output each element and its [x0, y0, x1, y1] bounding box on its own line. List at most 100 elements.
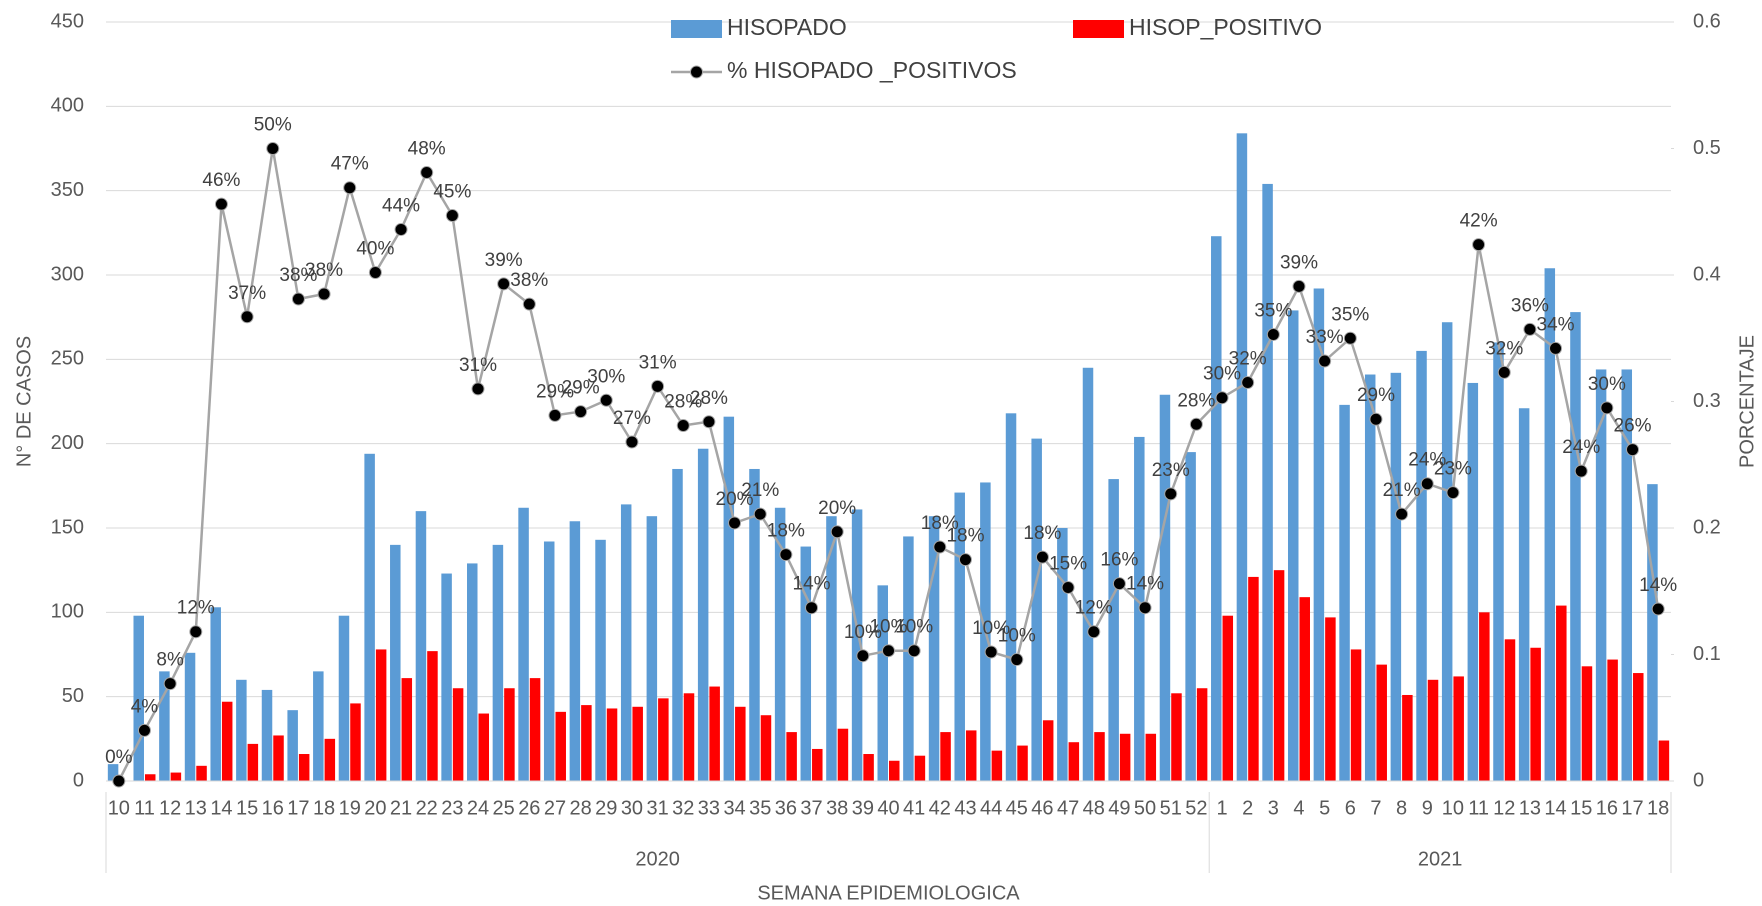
data-label: 14%: [1639, 575, 1677, 596]
data-label: 40%: [356, 238, 394, 259]
marker: [1035, 550, 1049, 564]
x-tick-label: 20: [364, 797, 386, 819]
data-label: 28%: [690, 388, 728, 409]
data-label: 28%: [664, 392, 702, 413]
bar: [159, 671, 170, 781]
x-tick-label: 12: [1493, 797, 1515, 819]
x-tick-label: 51: [1160, 797, 1182, 819]
marker: [1215, 391, 1229, 405]
bar: [1031, 438, 1042, 781]
bar: [247, 743, 259, 781]
bar: [287, 710, 298, 781]
bar: [569, 521, 581, 781]
data-label: 18%: [946, 526, 984, 547]
data-label: 30%: [1203, 364, 1241, 385]
bar: [991, 750, 1003, 781]
marker: [291, 292, 305, 306]
data-label: 20%: [818, 498, 856, 519]
bar: [196, 765, 207, 781]
marker: [702, 415, 716, 429]
data-label: 32%: [1229, 349, 1267, 370]
x-tick-label: 2: [1242, 797, 1253, 819]
bar: [1236, 133, 1248, 781]
y-tick-label: 350: [51, 179, 84, 201]
marker: [1087, 625, 1101, 639]
data-label: 23%: [1434, 459, 1472, 480]
x-tick-label: 22: [416, 797, 438, 819]
x-tick-label: 36: [775, 797, 797, 819]
marker: [1138, 601, 1152, 615]
bar: [1159, 394, 1171, 781]
bar: [1082, 367, 1094, 781]
y2-tick-label: 0.6: [1693, 10, 1721, 32]
data-label: 31%: [639, 352, 677, 373]
marker: [984, 645, 998, 659]
x-tick-label: 18: [313, 797, 335, 819]
x-tick-label: 18: [1647, 797, 1669, 819]
data-label: 20%: [716, 489, 754, 510]
bar: [1108, 479, 1119, 781]
marker: [856, 649, 870, 663]
x-tick-label: 47: [1057, 797, 1079, 819]
x-tick-label: 3: [1268, 797, 1279, 819]
bar: [672, 468, 683, 781]
bar: [1376, 664, 1387, 781]
marker: [1600, 401, 1614, 415]
bar: [273, 735, 284, 781]
bar: [1057, 528, 1068, 781]
bar: [1530, 647, 1541, 781]
marker: [1369, 412, 1383, 426]
marker: [1318, 354, 1332, 368]
data-label: 38%: [510, 270, 548, 291]
bar: [338, 615, 350, 781]
data-label: 14%: [1126, 574, 1164, 595]
marker: [266, 142, 280, 155]
x-tick-label: 37: [800, 797, 822, 819]
x-tick-label: 39: [852, 797, 874, 819]
data-label: 45%: [433, 182, 471, 203]
legend-label: % HISOPADO _POSITIVOS: [727, 57, 1017, 83]
bar: [1350, 649, 1362, 781]
data-label: 50%: [254, 115, 292, 136]
x-tick-label: 17: [287, 797, 309, 819]
marker: [548, 408, 562, 422]
bar: [1005, 413, 1017, 781]
x-tick-label: 9: [1422, 797, 1433, 819]
data-label: 16%: [1100, 550, 1138, 571]
marker: [1112, 577, 1126, 591]
bar: [478, 713, 490, 781]
bar: [133, 615, 144, 781]
marker: [1446, 486, 1460, 500]
bar: [107, 764, 119, 781]
x-tick-label: 52: [1185, 797, 1207, 819]
bar: [221, 701, 233, 781]
bar: [1633, 673, 1644, 781]
bar: [1493, 342, 1504, 781]
x-tick-label: 16: [262, 797, 284, 819]
bar: [889, 760, 900, 781]
x-tick-label: 14: [1544, 797, 1566, 819]
x-tick-label: 1: [1216, 797, 1227, 819]
bar: [543, 541, 555, 781]
bar: [606, 708, 618, 781]
y-tick-label: 50: [62, 685, 84, 707]
bar: [390, 544, 401, 781]
bar: [1171, 693, 1182, 781]
x-tick-label: 40: [877, 797, 899, 819]
marker: [1061, 580, 1075, 594]
bar: [1390, 372, 1402, 781]
marker: [1189, 417, 1203, 431]
data-label: 10%: [972, 618, 1010, 639]
y-tick-label: 450: [51, 10, 84, 32]
x-tick-label: 15: [236, 797, 258, 819]
marker: [1523, 322, 1537, 336]
x-tick-label: 21: [390, 797, 412, 819]
x-tick-label: 31: [646, 797, 668, 819]
x-tick-label: 33: [698, 797, 720, 819]
bar: [632, 706, 643, 781]
data-label: 12%: [1075, 598, 1113, 619]
bar: [954, 492, 965, 781]
x-tick-label: 10: [1442, 797, 1464, 819]
group-label: 2020: [635, 848, 680, 870]
marker: [779, 548, 793, 562]
